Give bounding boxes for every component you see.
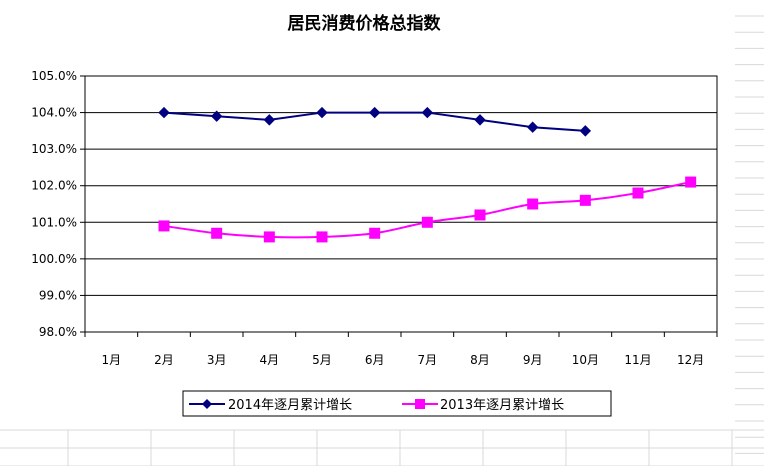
legend[interactable]: 2014年逐月累计增长 2013年逐月累计增长 — [182, 390, 612, 417]
data-point-square — [527, 198, 539, 210]
data-point-diamond — [579, 125, 592, 137]
series-layer — [158, 106, 697, 243]
y-tick-label: 101.0% — [31, 215, 77, 229]
data-point-diamond — [316, 106, 328, 119]
data-point-square — [263, 231, 275, 243]
chart-title: 居民消费价格总指数 — [288, 13, 442, 34]
y-tick-label: 100.0% — [31, 252, 77, 266]
y-tick-label: 103.0% — [31, 142, 77, 156]
plot-area — [84, 75, 718, 333]
series-0 — [158, 106, 592, 137]
data-point-diamond — [421, 106, 434, 119]
gridlines — [85, 112, 717, 296]
series-1 — [158, 176, 697, 243]
data-point-diamond — [210, 110, 223, 122]
data-point-square — [211, 227, 223, 239]
x-tick-label: 3月 — [207, 353, 227, 367]
x-tick-label: 10月 — [572, 353, 599, 367]
x-tick-label: 7月 — [418, 353, 438, 367]
legend-box — [182, 390, 612, 417]
y-tick-label: 105.0% — [31, 69, 77, 83]
data-point-diamond — [474, 114, 486, 126]
x-tick-label: 6月 — [365, 353, 385, 367]
data-point-square — [579, 194, 591, 206]
x-axis: 1月 2月 3月 4月 5月 6月 7月 8月 9月 10月 11月 12月 — [84, 332, 718, 367]
x-tick-label: 2月 — [154, 353, 174, 367]
data-point-square — [316, 231, 328, 243]
x-tick-label: 9月 — [523, 353, 543, 367]
data-point-square — [632, 187, 644, 199]
legend-marker-square — [415, 399, 425, 409]
y-tick-label: 98.0% — [39, 325, 77, 339]
data-point-diamond — [263, 114, 276, 126]
y-tick-label: 104.0% — [31, 106, 77, 120]
data-point-diamond — [368, 106, 381, 119]
data-point-square — [474, 209, 486, 221]
x-tick-label: 12月 — [677, 353, 704, 367]
legend-marker-diamond — [202, 399, 212, 409]
y-axis: 98.0% 99.0% 100.0% 101.0% 102.0% 103.0% 104.0%… — [31, 69, 85, 339]
legend-label-2013: 2013年逐月累计增长 — [440, 398, 564, 413]
data-point-square — [158, 220, 170, 232]
x-tick-label: 11月 — [624, 353, 651, 367]
x-tick-label: 8月 — [470, 353, 490, 367]
data-point-square — [421, 216, 433, 228]
x-tick-label: 5月 — [312, 353, 332, 367]
x-tick-label: 1月 — [102, 353, 122, 367]
data-point-square — [369, 227, 381, 239]
data-point-diamond — [526, 121, 539, 133]
data-point-square — [685, 176, 697, 188]
data-point-diamond — [158, 106, 170, 119]
y-tick-label: 99.0% — [39, 288, 77, 302]
legend-label-2014: 2014年逐月累计增长 — [228, 398, 352, 413]
y-tick-label: 102.0% — [31, 179, 77, 193]
x-tick-label: 4月 — [260, 353, 280, 367]
